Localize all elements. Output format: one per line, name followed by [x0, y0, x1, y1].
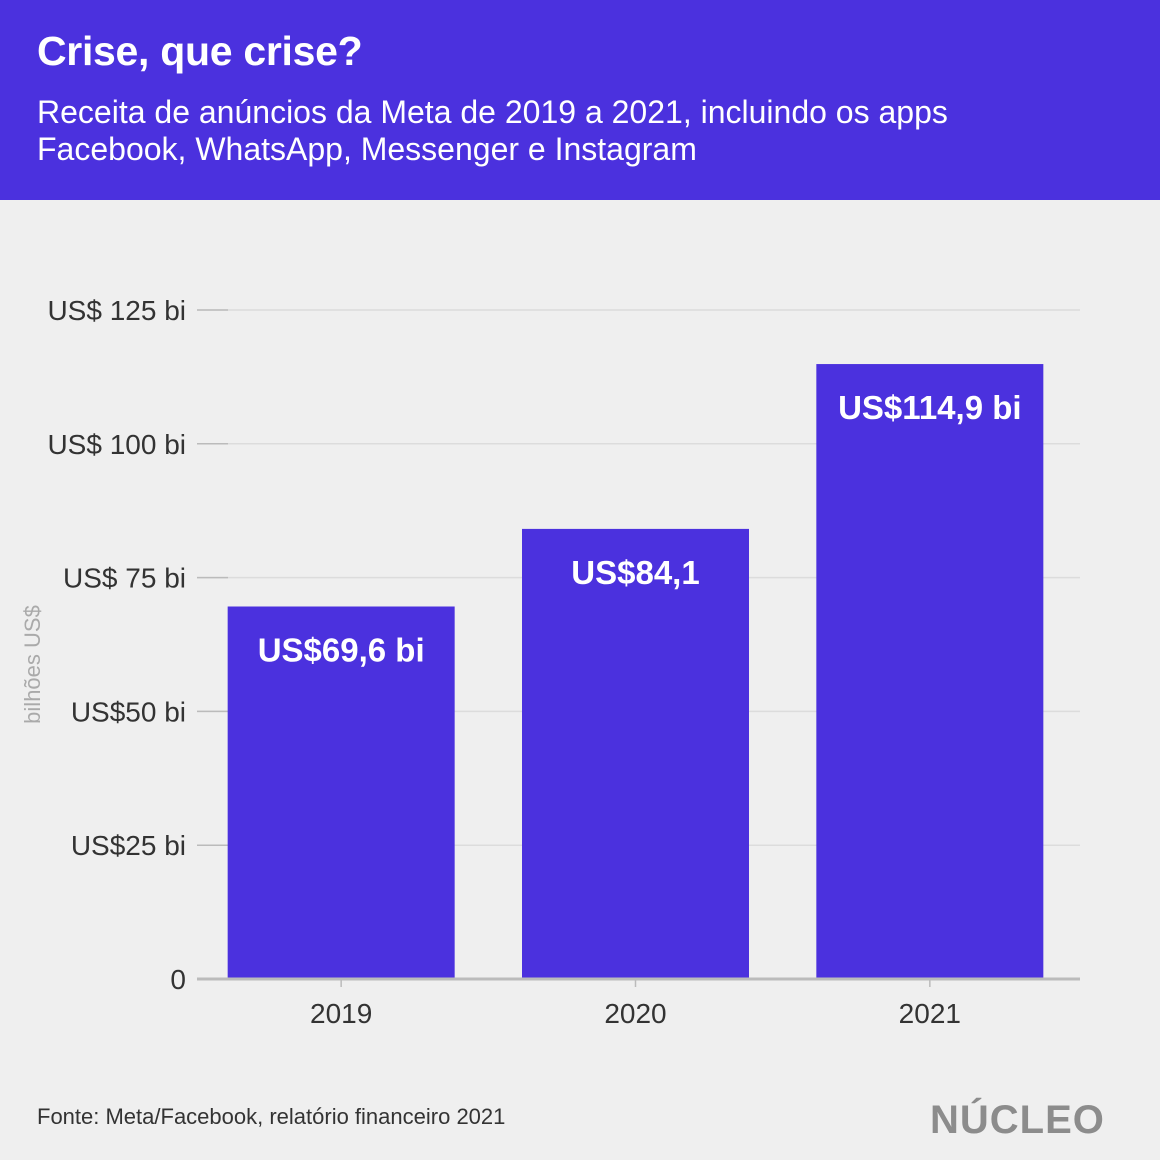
- chart-subtitle: Receita de anúncios da Meta de 2019 a 20…: [37, 94, 1037, 168]
- y-tick-label: US$50 bi: [71, 696, 186, 727]
- bar-value-label: US$69,6 bi: [258, 632, 425, 669]
- bar-chart: 0 US$25 bi US$50 bi US$ 75 bi US$ 100 bi US$ …: [20, 295, 1080, 1029]
- x-tick-label: 2020: [604, 998, 666, 1029]
- y-tick-label: 0: [170, 964, 186, 995]
- x-tick-label: 2019: [310, 998, 372, 1029]
- chart-subtitle-line-2: Facebook, WhatsApp, Messenger e Instagra…: [37, 131, 697, 167]
- chart-header: Crise, que crise? Receita de anúncios da…: [0, 0, 1160, 200]
- y-tick-label: US$ 100 bi: [47, 429, 186, 460]
- bar: [227, 606, 455, 979]
- chart-subtitle-line-1: Receita de anúncios da Meta de 2019 a 20…: [37, 94, 948, 130]
- chart-title: Crise, que crise?: [37, 28, 363, 74]
- bar-value-label: US$114,9 bi: [838, 389, 1021, 426]
- y-axis-title: bilhões US$: [20, 605, 45, 724]
- nucleo-logo: NÚCLEO: [930, 1098, 1105, 1142]
- bar: [522, 528, 749, 979]
- source-note: Fonte: Meta/Facebook, relatório financei…: [37, 1104, 506, 1129]
- y-tick-label: US$ 75 bi: [63, 563, 186, 594]
- y-tick-label: US$ 125 bi: [47, 295, 186, 326]
- bar: [816, 364, 1044, 980]
- bar-value-label: US$84,1: [571, 554, 699, 591]
- y-tick-label: US$25 bi: [71, 830, 186, 861]
- x-tick-label: 2021: [899, 998, 961, 1029]
